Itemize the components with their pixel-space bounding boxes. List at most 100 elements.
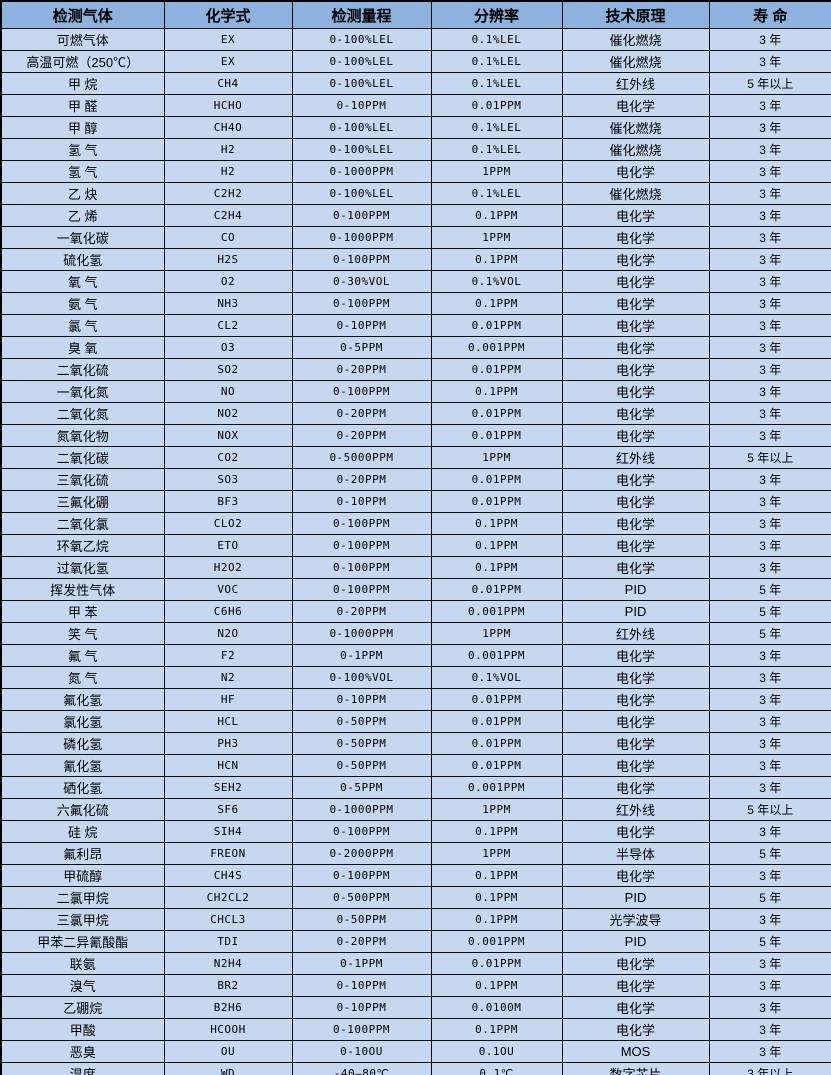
table-row: 笑 气 N2O 0-1000PPM 1PPM 红外线 5 年 (0, 622, 831, 645)
range-cell: 0-100%LEL (291, 72, 432, 95)
resolution-cell: 1PPM (430, 226, 563, 249)
principle-cell: 电化学 (561, 1018, 710, 1041)
range-cell: 0-50PPM (291, 754, 432, 777)
range-cell: 0-20PPM (291, 600, 432, 623)
range-cell: 0-50PPM (291, 732, 432, 755)
resolution-cell: 1PPM (430, 446, 563, 469)
gas-name-cell: 氢 气 (0, 138, 165, 161)
table-row: 氟利昂 FREON 0-2000PPM 1PPM 半导体 5 年 (0, 842, 831, 865)
resolution-cell: 0.1%LEL (430, 28, 563, 51)
principle-cell: 催化燃烧 (561, 182, 710, 205)
principle-cell: 电化学 (561, 776, 710, 799)
gas-name-cell: 氰化氢 (0, 754, 165, 777)
lifespan-cell: 3 年 (708, 820, 831, 843)
range-cell: -40—80℃ (291, 1062, 432, 1075)
formula-cell: CH4O (163, 116, 293, 139)
formula-cell: H2S (163, 248, 293, 271)
formula-cell: TDI (163, 930, 293, 953)
range-cell: 0-100PPM (291, 534, 432, 557)
resolution-cell: 0.1PPM (430, 248, 563, 271)
table-row: 氟 气 F2 0-1PPM 0.001PPM 电化学 3 年 (0, 644, 831, 667)
formula-cell: HCN (163, 754, 293, 777)
resolution-cell: 0.1%LEL (430, 116, 563, 139)
gas-name-cell: 氯 气 (0, 314, 165, 337)
resolution-cell: 0.1℃ (430, 1062, 563, 1075)
principle-cell: 电化学 (561, 512, 710, 535)
formula-cell: HCOOH (163, 1018, 293, 1041)
gas-name-cell: 氧 气 (0, 270, 165, 293)
table-row: 过氧化氢 H2O2 0-100PPM 0.1PPM 电化学 3 年 (0, 556, 831, 579)
formula-cell: N2 (163, 666, 293, 689)
formula-cell: FREON (163, 842, 293, 865)
resolution-cell: 1PPM (430, 842, 563, 865)
column-header: 检测量程 (291, 0, 432, 29)
table-row: 联氨 N2H4 0-1PPM 0.01PPM 电化学 3 年 (0, 952, 831, 975)
principle-cell: 电化学 (561, 292, 710, 315)
lifespan-cell: 3 年 (708, 490, 831, 513)
resolution-cell: 0.01PPM (430, 578, 563, 601)
lifespan-cell: 3 年 (708, 666, 831, 689)
range-cell: 0-20PPM (291, 930, 432, 953)
lifespan-cell: 3 年 (708, 710, 831, 733)
column-header: 检测气体 (0, 0, 165, 29)
lifespan-cell: 3 年 (708, 556, 831, 579)
gas-name-cell: 硒化氢 (0, 776, 165, 799)
resolution-cell: 1PPM (430, 622, 563, 645)
formula-cell: F2 (163, 644, 293, 667)
table-row: 三氯甲烷 CHCL3 0-50PPM 0.1PPM 光学波导 3 年 (0, 908, 831, 931)
formula-cell: H2 (163, 138, 293, 161)
range-cell: 0-10PPM (291, 996, 432, 1019)
principle-cell: 电化学 (561, 358, 710, 381)
formula-cell: SO3 (163, 468, 293, 491)
formula-cell: O3 (163, 336, 293, 359)
formula-cell: SEH2 (163, 776, 293, 799)
resolution-cell: 1PPM (430, 798, 563, 821)
lifespan-cell: 5 年以上 (708, 798, 831, 821)
resolution-cell: 0.1PPM (430, 820, 563, 843)
lifespan-cell: 3 年 (708, 94, 831, 117)
principle-cell: 催化燃烧 (561, 28, 710, 51)
lifespan-cell: 3 年 (708, 908, 831, 931)
gas-name-cell: 二氧化硫 (0, 358, 165, 381)
range-cell: 0-10OU (291, 1040, 432, 1063)
formula-cell: O2 (163, 270, 293, 293)
table-row: 氟化氢 HF 0-10PPM 0.01PPM 电化学 3 年 (0, 688, 831, 711)
table-row: 二氧化硫 SO2 0-20PPM 0.01PPM 电化学 3 年 (0, 358, 831, 381)
principle-cell: PID (561, 578, 710, 601)
resolution-cell: 0.01PPM (430, 314, 563, 337)
lifespan-cell: 3 年 (708, 138, 831, 161)
gas-name-cell: 氟利昂 (0, 842, 165, 865)
formula-cell: CHCL3 (163, 908, 293, 931)
table-row: 甲 醇 CH4O 0-100%LEL 0.1%LEL 催化燃烧 3 年 (0, 116, 831, 139)
lifespan-cell: 3 年 (708, 732, 831, 755)
principle-cell: 电化学 (561, 94, 710, 117)
lifespan-cell: 3 年 (708, 974, 831, 997)
formula-cell: NOX (163, 424, 293, 447)
table-row: 硅 烷 SIH4 0-100PPM 0.1PPM 电化学 3 年 (0, 820, 831, 843)
principle-cell: 电化学 (561, 732, 710, 755)
table-row: 甲 苯 C6H6 0-20PPM 0.001PPM PID 5 年 (0, 600, 831, 623)
lifespan-cell: 3 年 (708, 182, 831, 205)
range-cell: 0-5000PPM (291, 446, 432, 469)
gas-name-cell: 甲 醇 (0, 116, 165, 139)
formula-cell: N2O (163, 622, 293, 645)
gas-name-cell: 氨 气 (0, 292, 165, 315)
resolution-cell: 0.01PPM (430, 732, 563, 755)
range-cell: 0-10PPM (291, 688, 432, 711)
principle-cell: 电化学 (561, 160, 710, 183)
column-header: 分辨率 (430, 0, 563, 29)
gas-name-cell: 恶臭 (0, 1040, 165, 1063)
range-cell: 0-1000PPM (291, 226, 432, 249)
gas-name-cell: 甲 烷 (0, 72, 165, 95)
lifespan-cell: 3 年 (708, 952, 831, 975)
resolution-cell: 0.1PPM (430, 908, 563, 931)
resolution-cell: 0.1%LEL (430, 72, 563, 95)
resolution-cell: 0.01PPM (430, 490, 563, 513)
range-cell: 0-500PPM (291, 886, 432, 909)
formula-cell: HF (163, 688, 293, 711)
table-row: 氨 气 NH3 0-100PPM 0.1PPM 电化学 3 年 (0, 292, 831, 315)
table-row: 甲 烷 CH4 0-100%LEL 0.1%LEL 红外线 5 年以上 (0, 72, 831, 95)
table-row: 三氟化硼 BF3 0-10PPM 0.01PPM 电化学 3 年 (0, 490, 831, 513)
gas-name-cell: 二氧化碳 (0, 446, 165, 469)
principle-cell: 红外线 (561, 622, 710, 645)
